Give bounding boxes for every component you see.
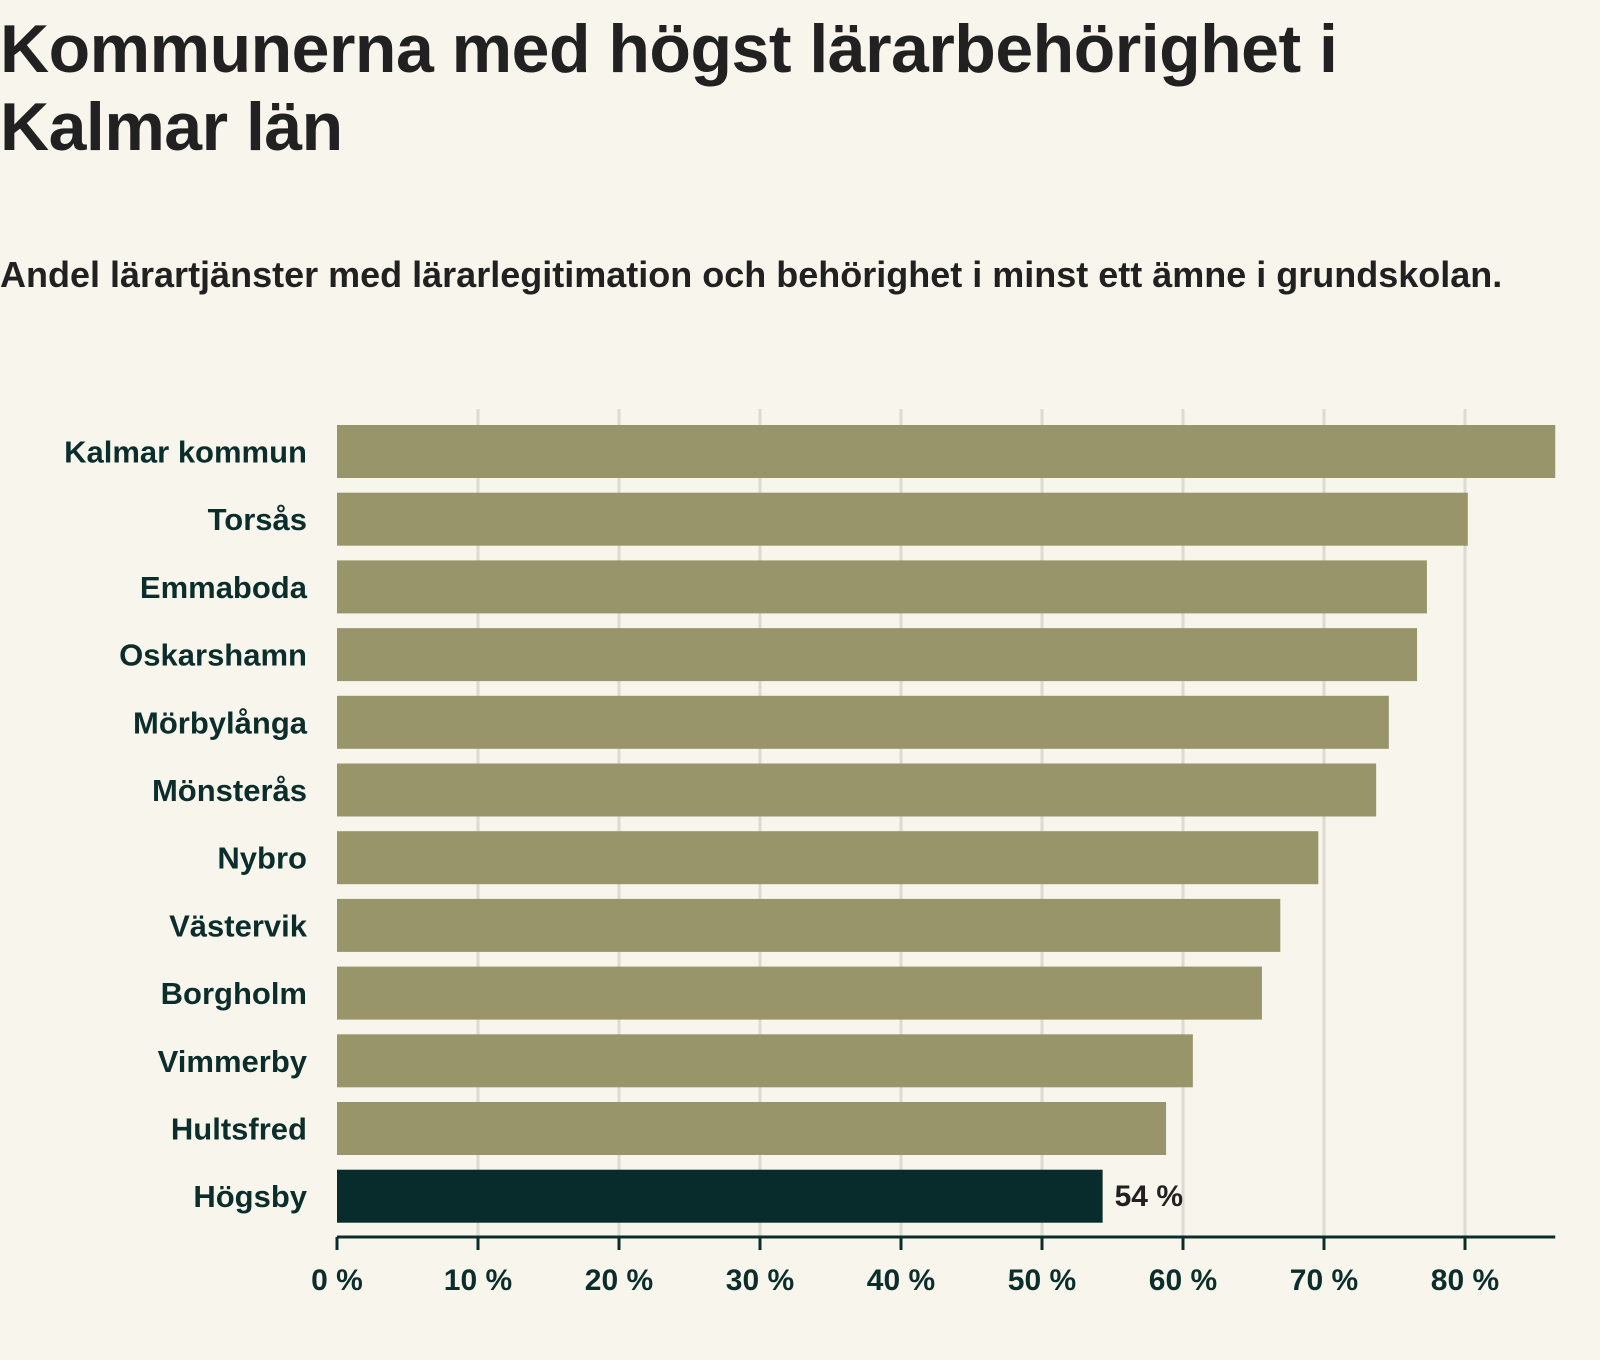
x-tick-label: 60 %	[1149, 1264, 1217, 1297]
data-labels: 54 %	[1115, 1180, 1183, 1213]
chart-subtitle: Andel lärartjänster med lärarlegitimatio…	[0, 254, 1503, 295]
bar	[337, 628, 1418, 682]
chart-title: Kommunerna med högst lärarbehörighet i K…	[0, 11, 1338, 165]
bar	[337, 898, 1281, 952]
category-label: Nybro	[217, 841, 307, 876]
x-tick-label: 70 %	[1290, 1264, 1358, 1297]
data-label: 54 %	[1115, 1180, 1183, 1213]
bar	[337, 1102, 1167, 1155]
category-label: Vimmerby	[158, 1044, 308, 1079]
bar	[337, 695, 1389, 749]
category-label: Kalmar kommun	[64, 435, 307, 470]
category-label: Mörbylånga	[133, 705, 308, 740]
category-labels: Kalmar kommun Torsås Emmaboda Oskarshamn Mör…	[64, 435, 308, 1215]
bar	[337, 1034, 1193, 1088]
bar	[337, 1169, 1103, 1223]
x-tick-label: 0 %	[311, 1264, 363, 1297]
x-tick-label: 40 %	[867, 1264, 935, 1297]
category-label: Hultsfred	[171, 1112, 307, 1147]
category-label: Oskarshamn	[119, 638, 307, 673]
category-label: Högsby	[193, 1179, 307, 1214]
bar	[337, 560, 1427, 614]
category-label: Västervik	[169, 908, 308, 943]
x-tick-label: 30 %	[726, 1264, 794, 1297]
x-tick-label: 80 %	[1431, 1264, 1499, 1297]
bar	[337, 966, 1262, 1020]
x-tick-label: 10 %	[444, 1264, 512, 1297]
category-label: Borgholm	[161, 976, 307, 1011]
x-tick-label: 20 %	[585, 1264, 653, 1297]
gridlines	[476, 409, 1467, 1237]
x-tick-label: 50 %	[1008, 1264, 1076, 1297]
bar	[337, 425, 1556, 478]
bar	[337, 831, 1319, 885]
bar	[337, 763, 1377, 817]
category-label: Emmaboda	[140, 570, 308, 605]
x-axis: 0 % 10 % 20 % 30 % 40 % 50 % 60 % 70 % 80 %	[311, 1235, 1556, 1297]
category-label: Torsås	[208, 502, 307, 537]
category-label: Mönsterås	[152, 773, 307, 808]
bars	[337, 425, 1556, 1223]
bar	[337, 492, 1468, 546]
